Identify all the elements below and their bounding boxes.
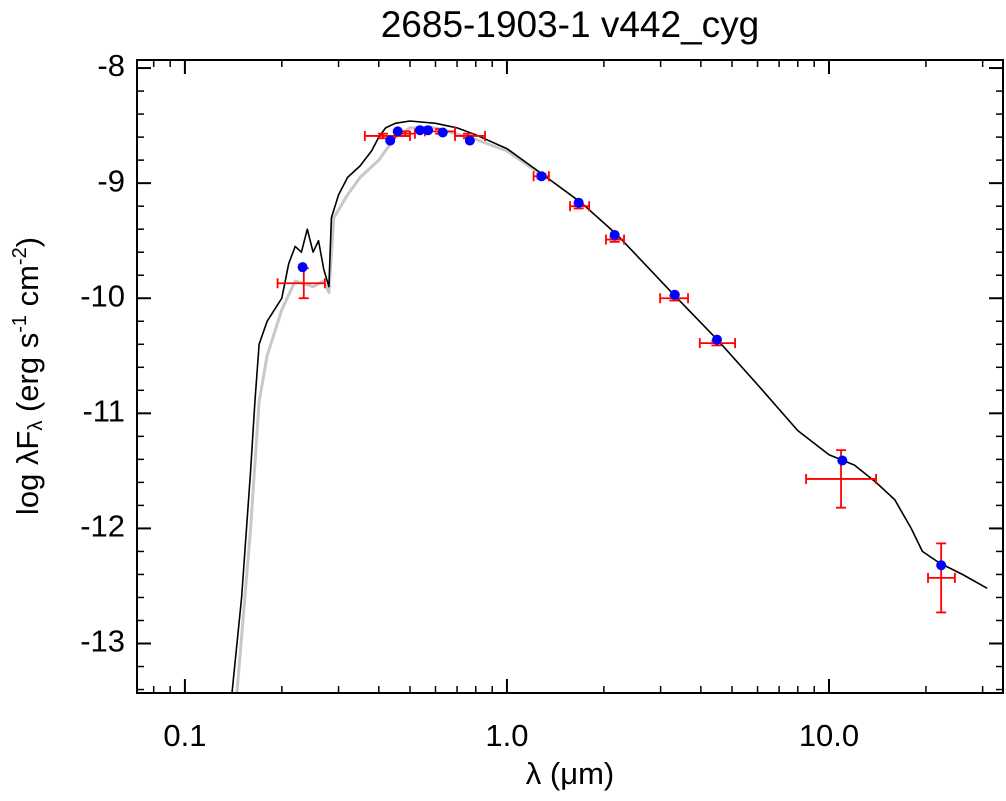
y-axis-label-part: λ: [25, 421, 47, 431]
data-point: [385, 135, 396, 146]
x-tick-label: 10.0: [799, 718, 859, 753]
y-axis-label-part: (erg s: [10, 333, 45, 421]
x-tick-label: 0.1: [163, 718, 206, 753]
data-point: [392, 126, 403, 137]
y-tick-label: -11: [82, 394, 125, 429]
plot-area: [231, 120, 988, 693]
data-point: [837, 455, 848, 466]
model-line: [231, 120, 988, 693]
data-point: [609, 229, 620, 240]
data-point: [573, 197, 584, 208]
x-tick-label: 1.0: [485, 718, 528, 753]
y-axis-label-part: -1: [9, 315, 31, 333]
y-tick-label: -12: [80, 509, 125, 544]
data-point: [711, 334, 722, 345]
model-line: [235, 126, 545, 693]
y-axis-label: log λFλ (erg s-1 cm-2): [9, 237, 47, 515]
y-tick-label: -13: [80, 624, 125, 659]
x-axis-label: λ (μm): [526, 756, 614, 791]
y-axis-label-part: -2: [9, 247, 31, 265]
y-tick-label: -10: [80, 278, 125, 313]
y-axis-label-part: log λF: [10, 431, 45, 515]
data-point: [437, 127, 448, 138]
y-tick-label: -9: [97, 163, 125, 198]
data-point: [464, 135, 475, 146]
y-axis-label-part: ): [10, 237, 45, 247]
data-point: [414, 125, 425, 136]
y-axis-label-part: cm: [10, 265, 45, 315]
data-point: [423, 125, 434, 136]
y-tick-label: -8: [97, 48, 125, 83]
data-point: [669, 289, 680, 300]
chart-title: 2685-1903-1 v442_cyg: [381, 4, 760, 45]
data-point: [936, 560, 947, 571]
plot-frame: [136, 59, 1004, 694]
data-point: [297, 262, 308, 273]
data-point: [536, 171, 547, 182]
